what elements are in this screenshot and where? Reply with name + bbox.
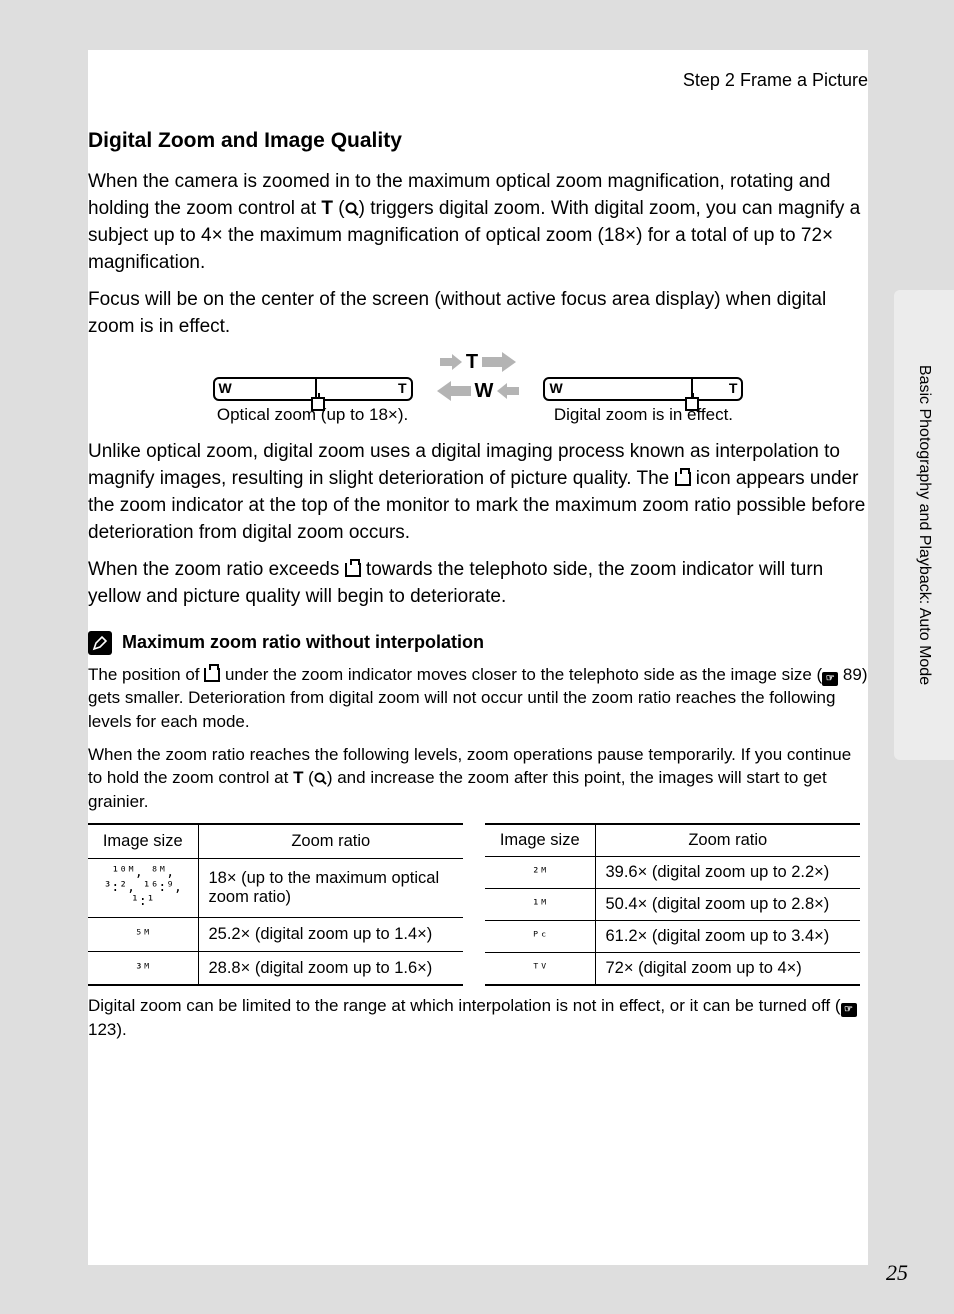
- text: under the zoom indicator moves closer to…: [220, 665, 822, 684]
- table-body-left: ¹⁰ᴹ, ⁸ᴹ,³:², ¹⁶:⁹,¹:¹18× (up to the maxi…: [88, 858, 463, 985]
- zoom-table-right: Image size Zoom ratio ²ᴹ39.6× (digital z…: [485, 823, 860, 986]
- cell-image-size: ²ᴹ: [485, 857, 595, 889]
- ref-number: 123: [88, 1020, 116, 1039]
- cell-image-size: ¹⁰ᴹ, ⁸ᴹ,³:², ¹⁶:⁹,¹:¹: [88, 858, 198, 917]
- table-row: ¹ᴹ50.4× (digital zoom up to 2.8×): [485, 889, 860, 921]
- t-label: T: [293, 768, 303, 787]
- digital-zoom-bar: W T: [543, 377, 743, 401]
- cell-zoom-ratio: 39.6× (digital zoom up to 2.2×): [595, 857, 860, 889]
- zoom-diagram: W T Optical zoom (up to 18×). T W: [88, 351, 868, 425]
- pencil-icon: [88, 631, 112, 655]
- page-number: 25: [886, 1260, 908, 1286]
- intro-paragraph-2: Focus will be on the center of the scree…: [88, 287, 868, 341]
- arrow-left-icon: [437, 381, 471, 401]
- table-header-row: Image size Zoom ratio: [485, 824, 860, 857]
- arrow-right-icon: [440, 354, 462, 370]
- body-paragraph-3: Unlike optical zoom, digital zoom uses a…: [88, 439, 868, 547]
- manual-page: Step 2 Frame a Picture Digital Zoom and …: [0, 0, 954, 1314]
- side-tab: Basic Photography and Playback: Auto Mod…: [894, 290, 954, 760]
- magnifier-icon: [314, 772, 327, 785]
- cell-zoom-ratio: 18× (up to the maximum optical zoom rati…: [198, 858, 463, 917]
- text: Digital zoom can be limited to the range…: [88, 996, 841, 1015]
- text: ).: [116, 1020, 126, 1039]
- zoom-tables: Image size Zoom ratio ¹⁰ᴹ, ⁸ᴹ,³:², ¹⁶:⁹,…: [88, 823, 868, 986]
- table-body-right: ²ᴹ39.6× (digital zoom up to 2.2×)¹ᴹ50.4×…: [485, 857, 860, 986]
- side-tab-label: Basic Photography and Playback: Auto Mod…: [915, 365, 933, 685]
- table-row: ³ᴹ28.8× (digital zoom up to 1.6×): [88, 951, 463, 985]
- content-area: Step 2 Frame a Picture Digital Zoom and …: [88, 50, 868, 1265]
- col-zoom-ratio: Zoom ratio: [595, 824, 860, 857]
- note-paragraph-2: When the zoom ratio reaches the followin…: [88, 743, 868, 813]
- note-paragraph-1: The position of under the zoom indicator…: [88, 663, 868, 733]
- arrow-left-icon: [497, 383, 519, 399]
- zoom-marker-icon: [685, 397, 699, 411]
- arrows: T W: [437, 351, 520, 425]
- digital-zoom-block: W T Digital zoom is in effect.: [543, 377, 743, 425]
- page-title: Digital Zoom and Image Quality: [88, 129, 868, 153]
- magnifier-icon: [345, 202, 359, 216]
- ref-number: 89: [843, 665, 862, 684]
- cell-image-size: ᴾᶜ: [485, 921, 595, 953]
- body-paragraph-4: When the zoom ratio exceeds towards the …: [88, 557, 868, 611]
- optical-zoom-block: W T Optical zoom (up to 18×).: [213, 377, 413, 425]
- arrow-t-label: T: [466, 351, 478, 374]
- cell-image-size: ⁵ᴹ: [88, 918, 198, 952]
- page-ref-icon: ☞: [822, 672, 838, 686]
- cell-zoom-ratio: 25.2× (digital zoom up to 1.4×): [198, 918, 463, 952]
- col-image-size: Image size: [485, 824, 595, 857]
- zoom-limit-icon: [675, 472, 691, 486]
- page-ref-icon: ☞: [841, 1003, 857, 1017]
- optical-zoom-bar: W T: [213, 377, 413, 401]
- w-label: W: [549, 380, 562, 396]
- table-row: ²ᴹ39.6× (digital zoom up to 2.2×): [485, 857, 860, 889]
- text: When the zoom ratio exceeds: [88, 559, 345, 580]
- w-arrow-group: W: [437, 380, 520, 403]
- text: The position of: [88, 665, 204, 684]
- cell-image-size: ¹ᴹ: [485, 889, 595, 921]
- cell-zoom-ratio: 28.8× (digital zoom up to 1.6×): [198, 951, 463, 985]
- intro-paragraph-1: When the camera is zoomed in to the maxi…: [88, 169, 868, 277]
- digital-caption: Digital zoom is in effect.: [543, 405, 743, 425]
- w-label: W: [219, 380, 232, 396]
- cell-zoom-ratio: 72× (digital zoom up to 4×): [595, 953, 860, 986]
- cell-zoom-ratio: 61.2× (digital zoom up to 3.4×): [595, 921, 860, 953]
- t-label: T: [398, 380, 407, 396]
- t-label: T: [729, 380, 738, 396]
- zoom-marker-icon: [311, 397, 325, 411]
- t-arrow-group: T: [440, 351, 516, 374]
- arrow-right-icon: [482, 352, 516, 372]
- t-label: T: [321, 198, 333, 219]
- table-row: ⁵ᴹ25.2× (digital zoom up to 1.4×): [88, 918, 463, 952]
- table-row: ᴾᶜ61.2× (digital zoom up to 3.4×): [485, 921, 860, 953]
- cell-image-size: ³ᴹ: [88, 951, 198, 985]
- zoom-limit-icon: [345, 563, 361, 577]
- footer-paragraph: Digital zoom can be limited to the range…: [88, 994, 868, 1041]
- zoom-table-left: Image size Zoom ratio ¹⁰ᴹ, ⁸ᴹ,³:², ¹⁶:⁹,…: [88, 823, 463, 986]
- col-image-size: Image size: [88, 824, 198, 858]
- table-row: ᵀⱽ72× (digital zoom up to 4×): [485, 953, 860, 986]
- table-header-row: Image size Zoom ratio: [88, 824, 463, 858]
- col-zoom-ratio: Zoom ratio: [198, 824, 463, 858]
- table-row: ¹⁰ᴹ, ⁸ᴹ,³:², ¹⁶:⁹,¹:¹18× (up to the maxi…: [88, 858, 463, 917]
- note-header: Maximum zoom ratio without interpolation: [88, 631, 868, 655]
- arrow-w-label: W: [475, 380, 494, 403]
- cell-image-size: ᵀⱽ: [485, 953, 595, 986]
- cell-zoom-ratio: 50.4× (digital zoom up to 2.8×): [595, 889, 860, 921]
- note-title: Maximum zoom ratio without interpolation: [122, 632, 484, 653]
- breadcrumb: Step 2 Frame a Picture: [88, 70, 868, 91]
- zoom-limit-icon: [204, 668, 220, 682]
